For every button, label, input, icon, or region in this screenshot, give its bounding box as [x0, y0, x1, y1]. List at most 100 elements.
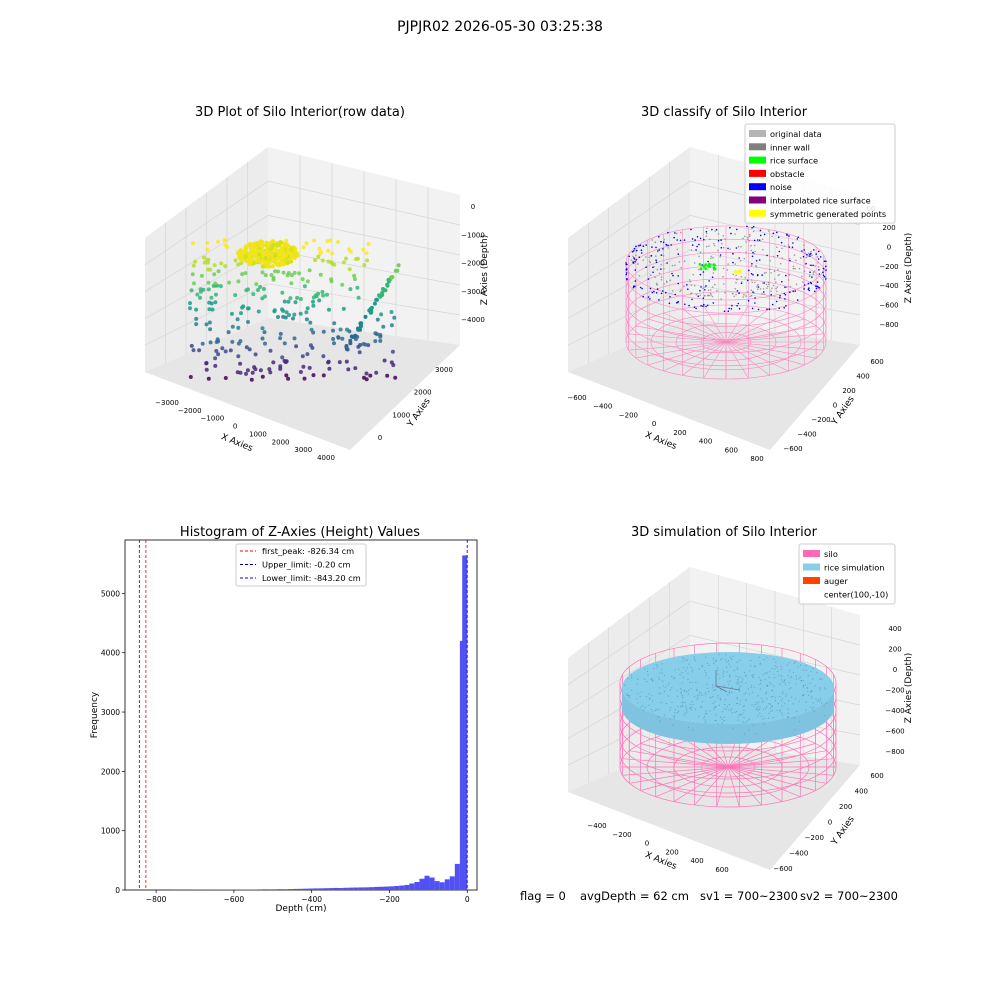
point	[641, 691, 643, 693]
point	[214, 292, 218, 297]
point	[305, 352, 310, 357]
histogram-bar	[384, 886, 390, 890]
point	[743, 733, 746, 735]
point	[755, 260, 758, 262]
point	[244, 345, 249, 350]
point	[679, 239, 682, 242]
point	[695, 307, 697, 310]
ytick-label: 600	[870, 358, 883, 366]
point	[738, 257, 740, 259]
point	[718, 654, 720, 656]
point	[677, 706, 679, 708]
ytick-label: −400	[797, 431, 816, 439]
point	[753, 239, 756, 242]
point	[261, 287, 266, 291]
point	[243, 271, 248, 276]
point	[737, 719, 739, 721]
point	[736, 228, 738, 231]
point	[677, 253, 680, 255]
point	[672, 724, 674, 726]
point	[676, 239, 678, 241]
point	[800, 257, 802, 259]
point	[204, 361, 209, 366]
point	[687, 288, 689, 291]
point	[218, 284, 223, 289]
point	[262, 294, 267, 299]
histogram-bar	[298, 888, 304, 890]
point	[756, 286, 758, 288]
point	[655, 292, 658, 294]
point	[270, 239, 275, 244]
histogram-bar	[462, 555, 468, 890]
point	[759, 663, 761, 665]
point	[811, 696, 813, 698]
point	[704, 712, 707, 715]
ytick-label: −400	[789, 850, 808, 858]
point	[263, 341, 267, 346]
point	[795, 259, 797, 262]
point	[684, 702, 686, 704]
point	[790, 687, 792, 689]
point	[318, 272, 323, 277]
point	[251, 261, 256, 266]
point	[699, 294, 702, 297]
point	[817, 286, 820, 288]
panel1-zlabel: Z Axies (Depth)	[480, 235, 490, 306]
point	[706, 687, 709, 689]
point	[705, 230, 708, 233]
point	[669, 296, 671, 298]
panel2-zlabel: Z Axies (Depth)	[904, 233, 914, 304]
point	[745, 699, 747, 701]
point	[652, 679, 654, 681]
point	[321, 373, 326, 378]
point	[690, 284, 693, 287]
point	[681, 682, 683, 684]
point	[748, 718, 750, 721]
point	[737, 716, 739, 718]
point	[681, 672, 683, 674]
point	[763, 708, 765, 710]
ytick-label: 4000	[101, 649, 120, 658]
point	[660, 278, 663, 281]
point	[712, 696, 714, 698]
point	[821, 678, 823, 680]
point	[809, 253, 811, 256]
point	[243, 254, 248, 259]
point	[282, 299, 287, 304]
point	[766, 705, 768, 708]
point	[240, 257, 245, 262]
panel3-xticks: −800 −600 −400 −200 0	[146, 890, 470, 904]
point	[696, 698, 698, 700]
point	[716, 667, 718, 669]
point	[736, 305, 738, 307]
point	[733, 295, 735, 298]
point	[353, 277, 357, 282]
point	[793, 254, 796, 256]
ztick-label: −600	[879, 302, 898, 310]
point	[771, 668, 773, 670]
point	[244, 258, 249, 264]
point	[769, 682, 771, 684]
point	[693, 658, 696, 660]
histogram-bar	[353, 887, 359, 890]
point	[751, 674, 753, 676]
point	[331, 337, 336, 341]
point	[321, 293, 326, 298]
point	[680, 687, 682, 689]
point	[289, 252, 294, 257]
point	[625, 268, 628, 271]
point	[204, 367, 209, 372]
point	[777, 670, 779, 673]
point	[655, 708, 657, 711]
point	[676, 690, 678, 692]
point	[735, 703, 738, 705]
point	[739, 260, 742, 262]
point	[812, 702, 814, 704]
point	[757, 715, 759, 717]
point	[689, 703, 691, 705]
ztick-label: 0	[887, 243, 891, 251]
point	[683, 657, 685, 659]
point	[256, 309, 261, 314]
point	[674, 264, 676, 267]
legend-item-label: auger	[824, 576, 848, 586]
